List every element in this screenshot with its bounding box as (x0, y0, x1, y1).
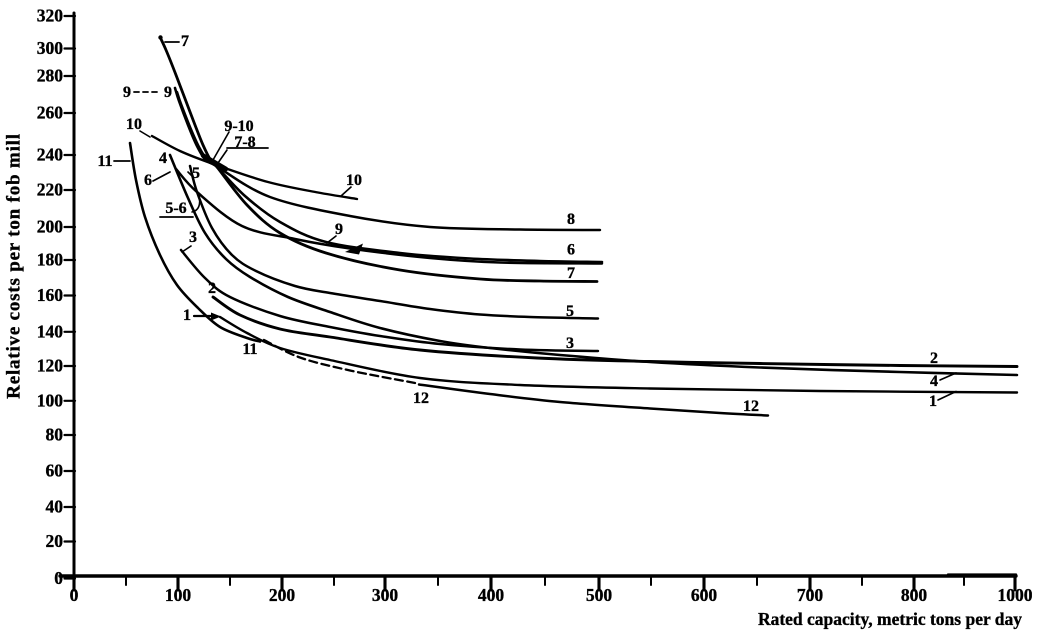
svg-text:0: 0 (54, 568, 63, 588)
svg-text:10: 10 (126, 116, 142, 133)
svg-text:220: 220 (37, 180, 64, 200)
svg-text:Rated capacity, metric tons p: Rated capacity, metric tons per day (758, 609, 1022, 629)
svg-text:3: 3 (189, 229, 197, 246)
svg-text:400: 400 (478, 585, 505, 605)
svg-text:11: 11 (97, 153, 112, 170)
svg-text:9-10: 9-10 (224, 118, 253, 135)
svg-text:60: 60 (46, 461, 64, 481)
svg-text:160: 160 (37, 285, 64, 305)
svg-text:300: 300 (372, 585, 399, 605)
svg-text:11: 11 (242, 341, 257, 358)
svg-text:6: 6 (144, 172, 152, 189)
svg-text:500: 500 (586, 585, 613, 605)
svg-text:280: 280 (37, 66, 64, 86)
svg-text:2: 2 (208, 280, 216, 297)
svg-text:180: 180 (37, 250, 64, 270)
svg-text:1000: 1000 (998, 585, 1033, 605)
svg-text:200: 200 (269, 585, 296, 605)
svg-text:6: 6 (567, 242, 575, 259)
svg-text:9: 9 (164, 84, 172, 101)
svg-text:8: 8 (567, 211, 575, 228)
svg-text:9: 9 (335, 221, 343, 238)
svg-text:320: 320 (37, 6, 64, 26)
svg-text:200: 200 (37, 217, 64, 237)
svg-text:Relative costs per ton fob mil: Relative costs per ton fob mill (4, 133, 25, 399)
svg-text:20: 20 (46, 531, 64, 551)
svg-text:2: 2 (930, 350, 938, 367)
svg-text:100: 100 (165, 585, 192, 605)
svg-text:260: 260 (37, 103, 64, 123)
svg-text:5-6: 5-6 (165, 200, 186, 217)
svg-text:3: 3 (566, 335, 574, 352)
svg-text:240: 240 (37, 145, 64, 165)
svg-text:100: 100 (37, 390, 64, 410)
svg-text:7: 7 (567, 265, 575, 282)
svg-text:600: 600 (691, 585, 718, 605)
svg-text:140: 140 (37, 321, 64, 341)
svg-text:4: 4 (930, 373, 938, 390)
svg-text:0: 0 (70, 585, 79, 605)
svg-text:300: 300 (37, 38, 64, 58)
svg-text:1: 1 (183, 307, 191, 324)
svg-text:7-8: 7-8 (234, 134, 255, 151)
svg-text:10: 10 (346, 172, 362, 189)
svg-text:800: 800 (901, 585, 928, 605)
svg-text:7: 7 (181, 33, 189, 50)
svg-text:80: 80 (46, 425, 64, 445)
svg-text:700: 700 (797, 585, 824, 605)
svg-text:5: 5 (566, 303, 574, 320)
svg-text:12: 12 (743, 398, 759, 415)
svg-text:9: 9 (123, 84, 131, 101)
svg-text:120: 120 (37, 356, 64, 376)
svg-text:40: 40 (46, 497, 64, 517)
svg-text:5: 5 (192, 165, 200, 182)
svg-text:4: 4 (159, 150, 167, 167)
svg-text:12: 12 (413, 390, 429, 407)
svg-text:1: 1 (929, 393, 937, 410)
